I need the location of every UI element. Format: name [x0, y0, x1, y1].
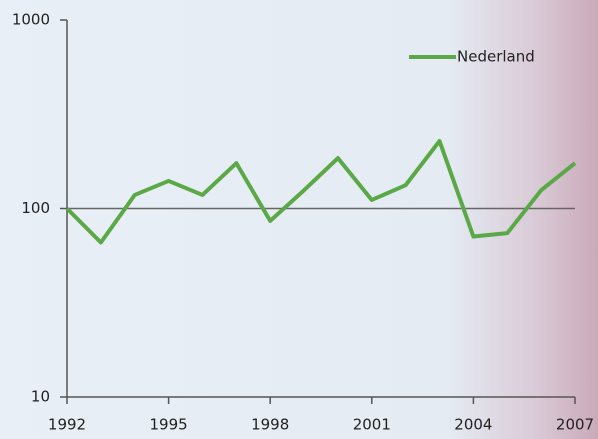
- chart: 10 100 1000 1992 1995 1998 2001 2004 2007 Nederla…: [0, 0, 598, 439]
- y-tick-label: 10: [31, 388, 50, 406]
- legend-label: Nederland: [457, 48, 535, 66]
- y-tick-label: 100: [21, 199, 50, 217]
- x-tick-label: 2001: [353, 416, 391, 434]
- x-tick-label: 1995: [150, 416, 188, 434]
- x-tick-label: 1998: [251, 416, 289, 434]
- x-tick-label: 2007: [556, 416, 594, 434]
- background: [0, 0, 598, 439]
- x-tick-label: 2004: [454, 416, 492, 434]
- x-tick-label: 1992: [48, 416, 86, 434]
- y-tick-label: 1000: [12, 11, 50, 29]
